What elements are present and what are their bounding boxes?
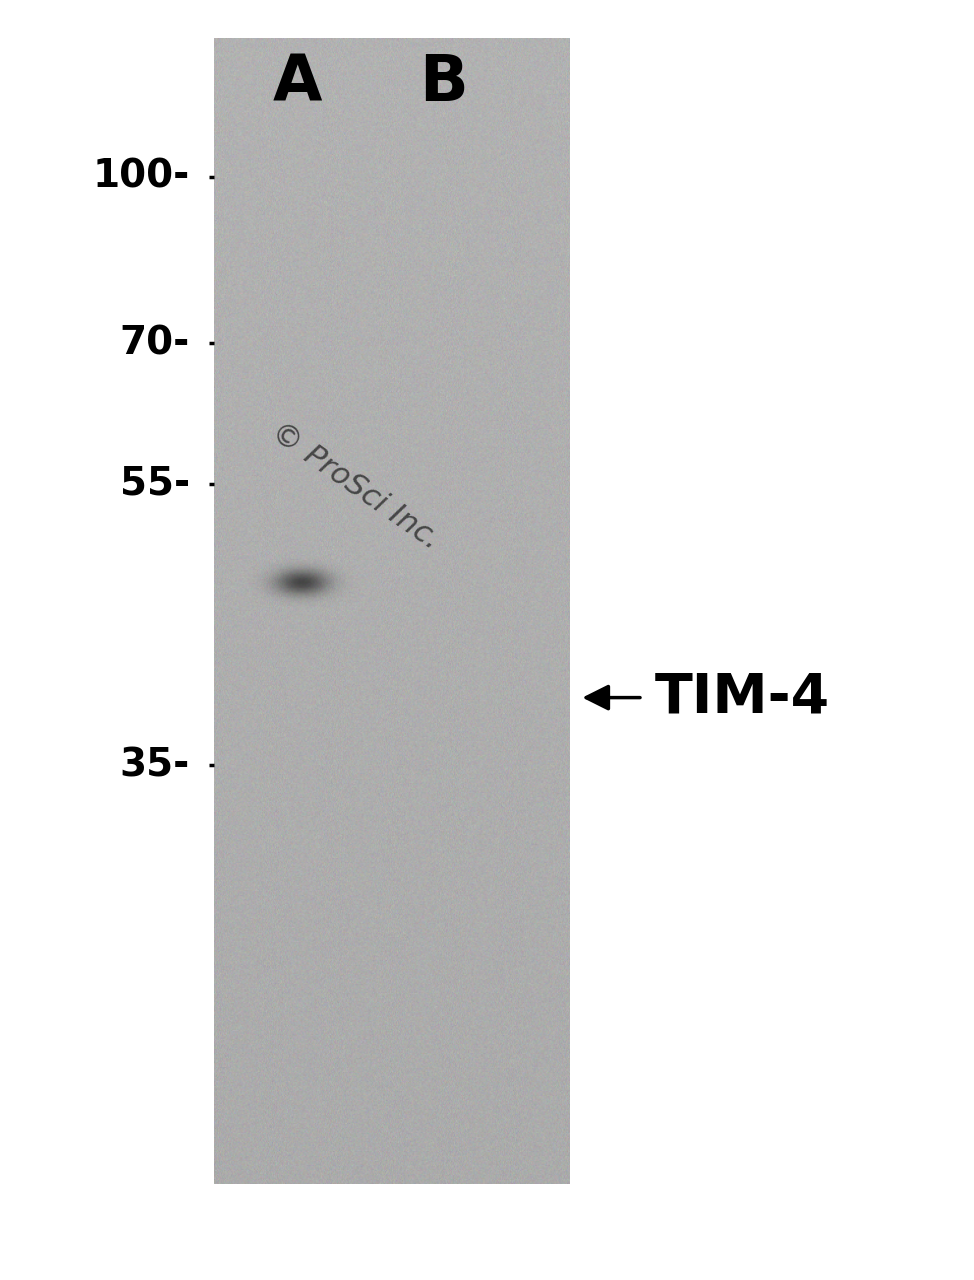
Text: 55-: 55- xyxy=(120,465,190,503)
Text: TIM-4: TIM-4 xyxy=(655,671,830,724)
Text: 35-: 35- xyxy=(120,746,190,785)
Text: A: A xyxy=(273,52,321,114)
Text: 70-: 70- xyxy=(120,324,190,362)
Text: 100-: 100- xyxy=(93,157,190,196)
Text: B: B xyxy=(419,52,468,114)
Text: © ProSci Inc.: © ProSci Inc. xyxy=(266,417,445,556)
